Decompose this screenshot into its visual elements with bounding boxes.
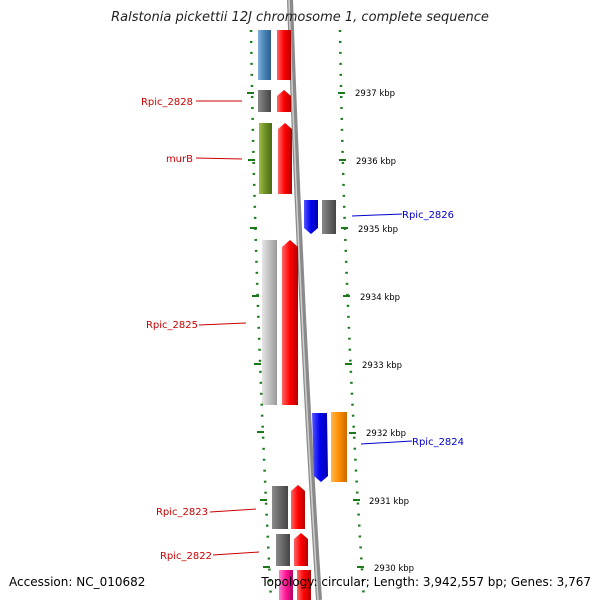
- gene-label-rpic-2822[interactable]: Rpic_2822: [160, 551, 212, 562]
- scale-label: 2931 kbp: [369, 497, 409, 507]
- chromosome-backbone-highlight: [288, 0, 319, 600]
- tick-left-3: [250, 227, 257, 229]
- leader-rpic-2823: [209, 508, 257, 513]
- leader-rpic-2824: [360, 440, 413, 445]
- tick-right-2: [339, 159, 346, 161]
- gene-block-bottom-pink: [279, 570, 293, 600]
- tick-right-4: [343, 295, 350, 297]
- scale-label: 2937 kbp: [355, 89, 395, 99]
- gene-label-rpic-2828[interactable]: Rpic_2828: [141, 97, 193, 108]
- gene-murb-homolog: [259, 123, 272, 194]
- gene-label-rpic-2824[interactable]: Rpic_2824: [412, 437, 464, 448]
- topology-summary: Topology: circular; Length: 3,942,557 bp…: [261, 575, 591, 589]
- scale-guide-right: [338, 29, 366, 600]
- scale-label: 2936 kbp: [356, 157, 396, 167]
- scale-ticks: [247, 92, 364, 568]
- tick-left-4: [252, 295, 259, 297]
- tick-right-5: [345, 363, 352, 365]
- tick-right-1: [338, 92, 345, 94]
- gene-label-rpic-2826[interactable]: Rpic_2826: [402, 210, 454, 221]
- gene-rpic-2822-homolog: [276, 534, 290, 566]
- gene-label-leaders: [195, 100, 413, 556]
- tick-left-7: [260, 499, 267, 501]
- scale-label: 2933 kbp: [362, 361, 402, 371]
- tick-left-5: [254, 363, 261, 365]
- gene-murb: [278, 123, 292, 194]
- gene-track-forward: [304, 200, 347, 482]
- gene-rpic-2828-homolog: [258, 90, 271, 112]
- gene-rpic-2824-homolog: [331, 412, 347, 482]
- gene-rpic-2824: [312, 413, 328, 482]
- scale-label: 2932 kbp: [366, 429, 406, 439]
- tick-left-6: [257, 431, 264, 433]
- gene-block-top-steel: [258, 30, 271, 80]
- leader-murb: [195, 157, 243, 160]
- gene-label-rpic-2823[interactable]: Rpic_2823: [156, 507, 208, 518]
- accession-text: Accession: NC_010682: [9, 575, 146, 589]
- tick-right-6: [349, 432, 356, 434]
- tick-left-2: [248, 159, 255, 161]
- gene-rpic-2825: [282, 240, 298, 405]
- leader-rpic-2825: [198, 322, 247, 326]
- gene-rpic-2826: [304, 200, 318, 234]
- gene-rpic-2823-homolog: [272, 486, 288, 529]
- gene-block-bottom-red: [297, 570, 311, 600]
- tick-right-7: [353, 499, 360, 501]
- gene-rpic-2826-homolog: [322, 200, 336, 234]
- gene-block-top-red: [277, 30, 291, 80]
- map-title: Ralstonia pickettii 12J chromosome 1, co…: [111, 10, 489, 25]
- chromosome-backbone: [287, 0, 322, 600]
- gene-track-reverse: [258, 30, 311, 600]
- scale-label: 2934 kbp: [360, 293, 400, 303]
- gene-rpic-2823: [291, 485, 305, 529]
- scale-label: 2935 kbp: [358, 225, 398, 235]
- tick-left-8: [263, 566, 270, 568]
- scale-label: 2930 kbp: [374, 564, 414, 574]
- tick-left-1: [247, 92, 254, 94]
- gene-rpic-2822: [294, 533, 308, 566]
- gene-label-murb[interactable]: murB: [166, 154, 193, 165]
- leader-rpic-2822: [212, 551, 260, 556]
- gene-rpic-2828: [277, 90, 291, 112]
- leader-rpic-2826: [351, 213, 403, 217]
- tick-right-3: [341, 227, 348, 229]
- tick-right-8: [357, 566, 364, 568]
- gene-label-rpic-2825[interactable]: Rpic_2825: [146, 320, 198, 331]
- gene-rpic-2825-homolog: [262, 240, 277, 405]
